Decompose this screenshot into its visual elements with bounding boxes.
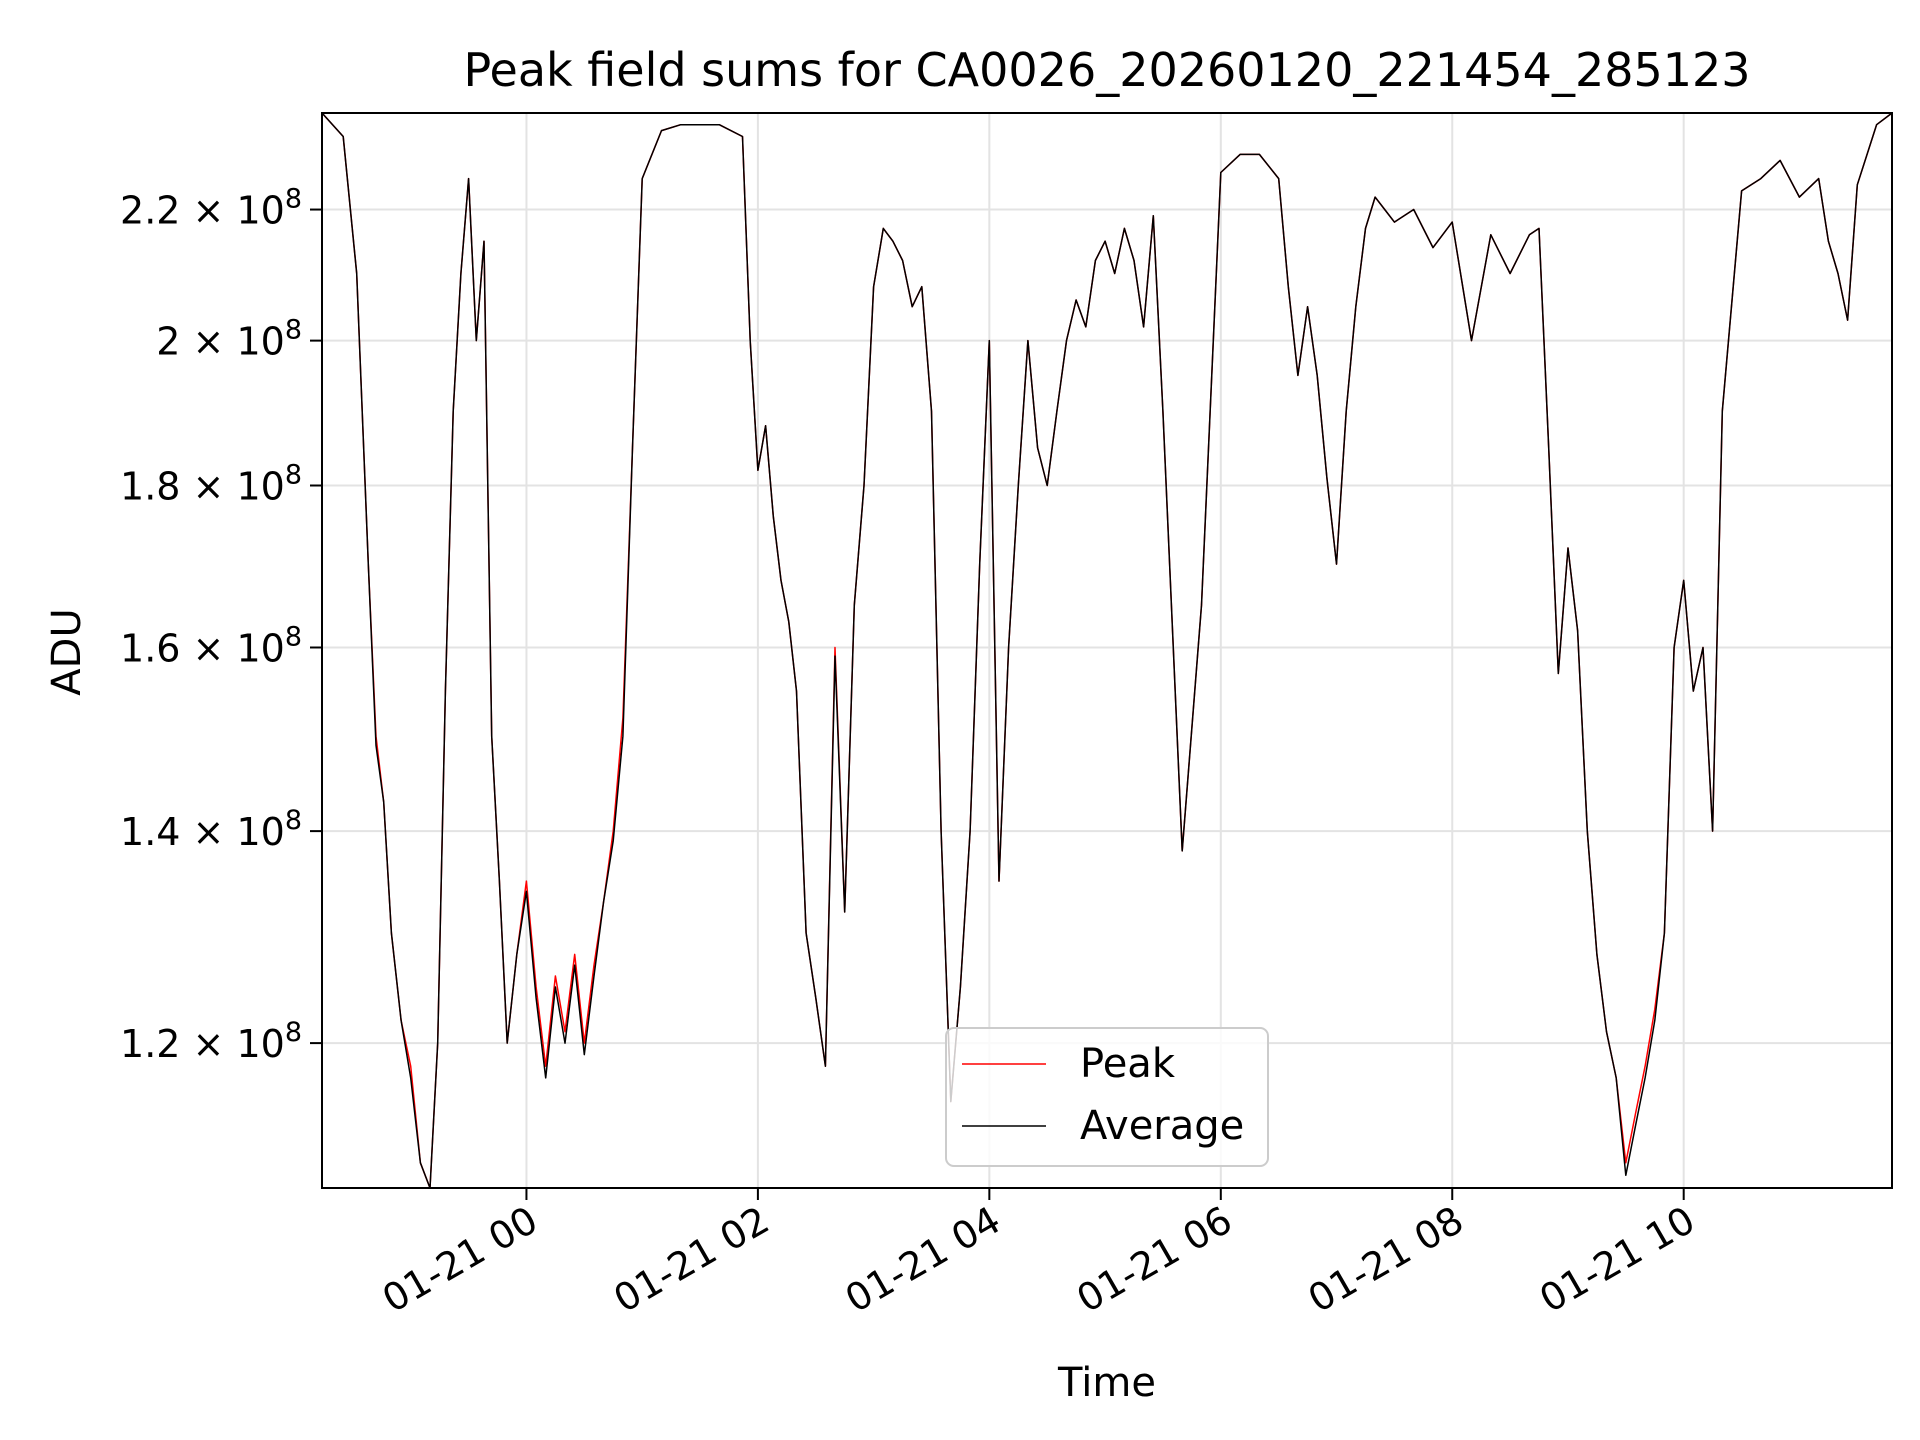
y-tick-label: 2.2 × 108 [120,184,302,233]
legend-box [945,1027,1269,1167]
series-line-average [322,113,1892,1188]
grid [322,113,1892,1188]
y-axis-ticks: 1.2 × 108 1.4 × 108 1.6 × 108 1.8 × 108 2 × … [120,184,322,1066]
x-axis-label: Time [1057,1360,1156,1406]
y-tick-label: 1.6 × 108 [120,621,302,670]
chart-title: Peak field sums for CA0026_20260120_2214… [463,43,1750,97]
y-tick-label: 1.8 × 108 [120,460,302,509]
legend: Peak Average [945,1027,1269,1167]
y-tick-label: 1.2 × 108 [120,1017,302,1066]
series-lines [322,113,1892,1188]
y-tick-label: 1.4 × 108 [120,805,302,854]
legend-label-peak: Peak [1080,1041,1176,1087]
legend-label-average: Average [1080,1103,1244,1149]
y-axis-label: ADU [44,608,90,695]
plot-frame [321,112,1893,1189]
y-tick-label: 2 × 108 [156,315,302,364]
